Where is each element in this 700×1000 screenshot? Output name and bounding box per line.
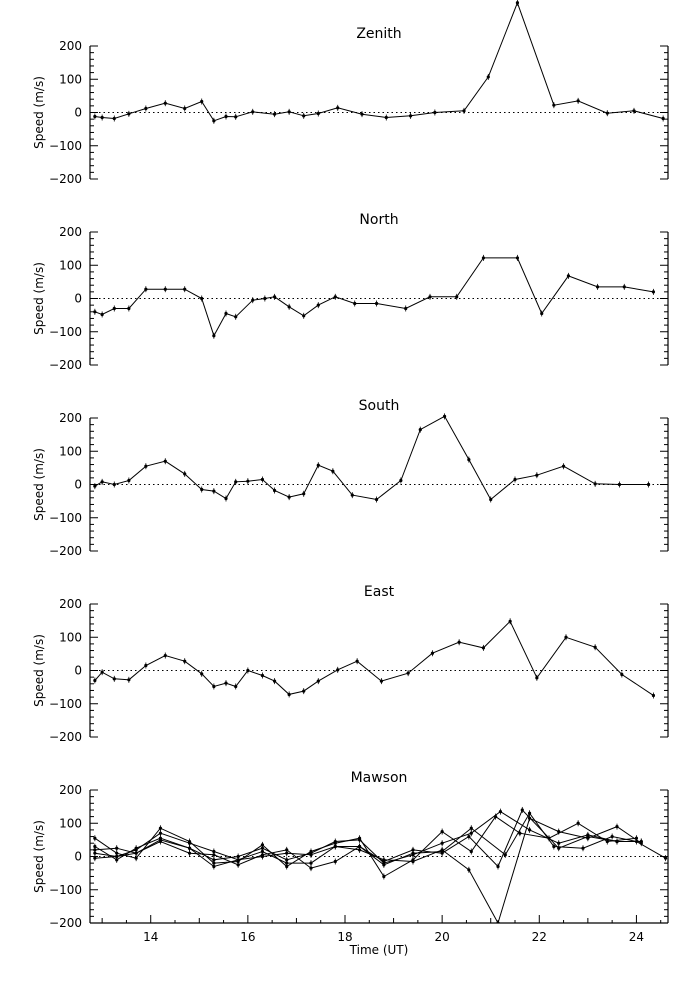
y-tick-label: −200 [49,544,82,558]
y-tick-label: −100 [49,697,82,711]
panel-title: Zenith [356,26,401,42]
y-tick-label: 0 [74,106,82,120]
x-tick-label: 22 [532,930,547,944]
series-group [93,618,656,699]
series-group [93,806,668,923]
series-group [93,413,651,503]
series-line [94,620,654,696]
y-tick-label: −100 [49,883,82,897]
series-line [94,809,642,869]
y-tick-label: 200 [59,597,82,611]
panel-title: Mawson [351,770,408,786]
y-tick-label: −100 [49,139,82,153]
y-tick-label: 100 [59,630,82,644]
y-tick-label: −100 [49,511,82,525]
series-line [94,257,654,337]
y-tick-label: 0 [74,478,82,492]
y-tick-label: −200 [49,358,82,372]
y-tick-label: −200 [49,916,82,930]
y-tick-label: 100 [59,816,82,830]
panel-title: South [359,398,400,414]
x-tick-label: 16 [240,930,255,944]
y-axis-label: Speed (m/s) [32,448,46,521]
series-group [93,0,665,124]
y-tick-label: 200 [59,411,82,425]
panel-east: East 200 100 0 −100 −200 Speed (m/s) [32,584,669,744]
panel-title: East [364,584,395,600]
y-tick-label: −200 [49,172,82,186]
x-tick-label: 14 [143,930,158,944]
x-tick-label: 24 [629,930,644,944]
series-group [93,254,656,339]
y-tick-label: 100 [59,72,82,86]
y-tick-label: 0 [74,292,82,306]
x-tick-label: 18 [337,930,352,944]
y-axis-label: Speed (m/s) [32,634,46,707]
series-line [94,812,666,866]
y-axis-label: Speed (m/s) [32,76,46,149]
panel-south: South 200 100 0 −100 −200 Speed (m/s) [32,398,669,558]
panel-title: North [359,212,398,228]
panel-north: North 200 100 0 −100 −200 Speed (m/s) [32,212,669,372]
panel-zenith: Zenith 200 100 0 −100 −200 Speed (m/s) [32,0,669,186]
series-line [94,817,642,923]
y-axis-label: Speed (m/s) [32,262,46,335]
y-tick-label: −100 [49,325,82,339]
y-tick-label: 200 [59,783,82,797]
y-tick-label: 0 [74,664,82,678]
y-tick-label: 200 [59,225,82,239]
y-tick-label: 0 [74,850,82,864]
panel-mawson: Mawson 200 100 0 −100 −200 Speed (m/s) 14 16 18 20… [32,770,669,957]
y-tick-label: 100 [59,444,82,458]
series-line [94,415,649,501]
y-axis-label: Speed (m/s) [32,820,46,893]
series-line [94,810,642,864]
y-tick-label: 100 [59,258,82,272]
y-tick-label: −200 [49,730,82,744]
y-tick-label: 200 [59,39,82,53]
x-tick-label: 20 [435,930,450,944]
x-axis-label: Time (UT) [349,943,409,957]
